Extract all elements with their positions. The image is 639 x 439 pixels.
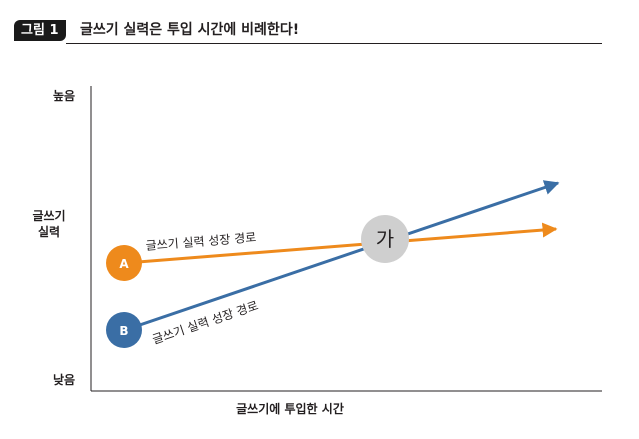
path-a-marker xyxy=(106,245,142,281)
path-a-label: 글쓰기 실력 성장 경로 xyxy=(145,230,257,253)
junction-label: 가 xyxy=(376,227,394,251)
y-axis-title: 글쓰기 실력 xyxy=(32,209,66,239)
figure-title: 글쓰기 실력은 투입 시간에 비례한다! xyxy=(80,22,300,38)
path-b-arrow xyxy=(124,180,560,332)
path-b-marker-label: B xyxy=(119,324,128,338)
path-a-marker-label: A xyxy=(119,257,129,271)
y-axis-low-label: 낮음 xyxy=(53,373,76,387)
path-a-arrow xyxy=(124,222,558,265)
junction-circle xyxy=(361,215,409,263)
path-b-marker xyxy=(106,312,142,348)
figure-badge: 그림 1 xyxy=(14,20,66,41)
y-axis-high-label: 높음 xyxy=(53,89,76,103)
path-b-label: 글쓰기 실력 성장 경로 xyxy=(151,298,261,346)
header-divider xyxy=(66,43,602,44)
x-axis-title: 글쓰기에 투입한 시간 xyxy=(236,402,344,416)
figure-header: 그림 1 글쓰기 실력은 투입 시간에 비례한다! xyxy=(6,18,602,44)
